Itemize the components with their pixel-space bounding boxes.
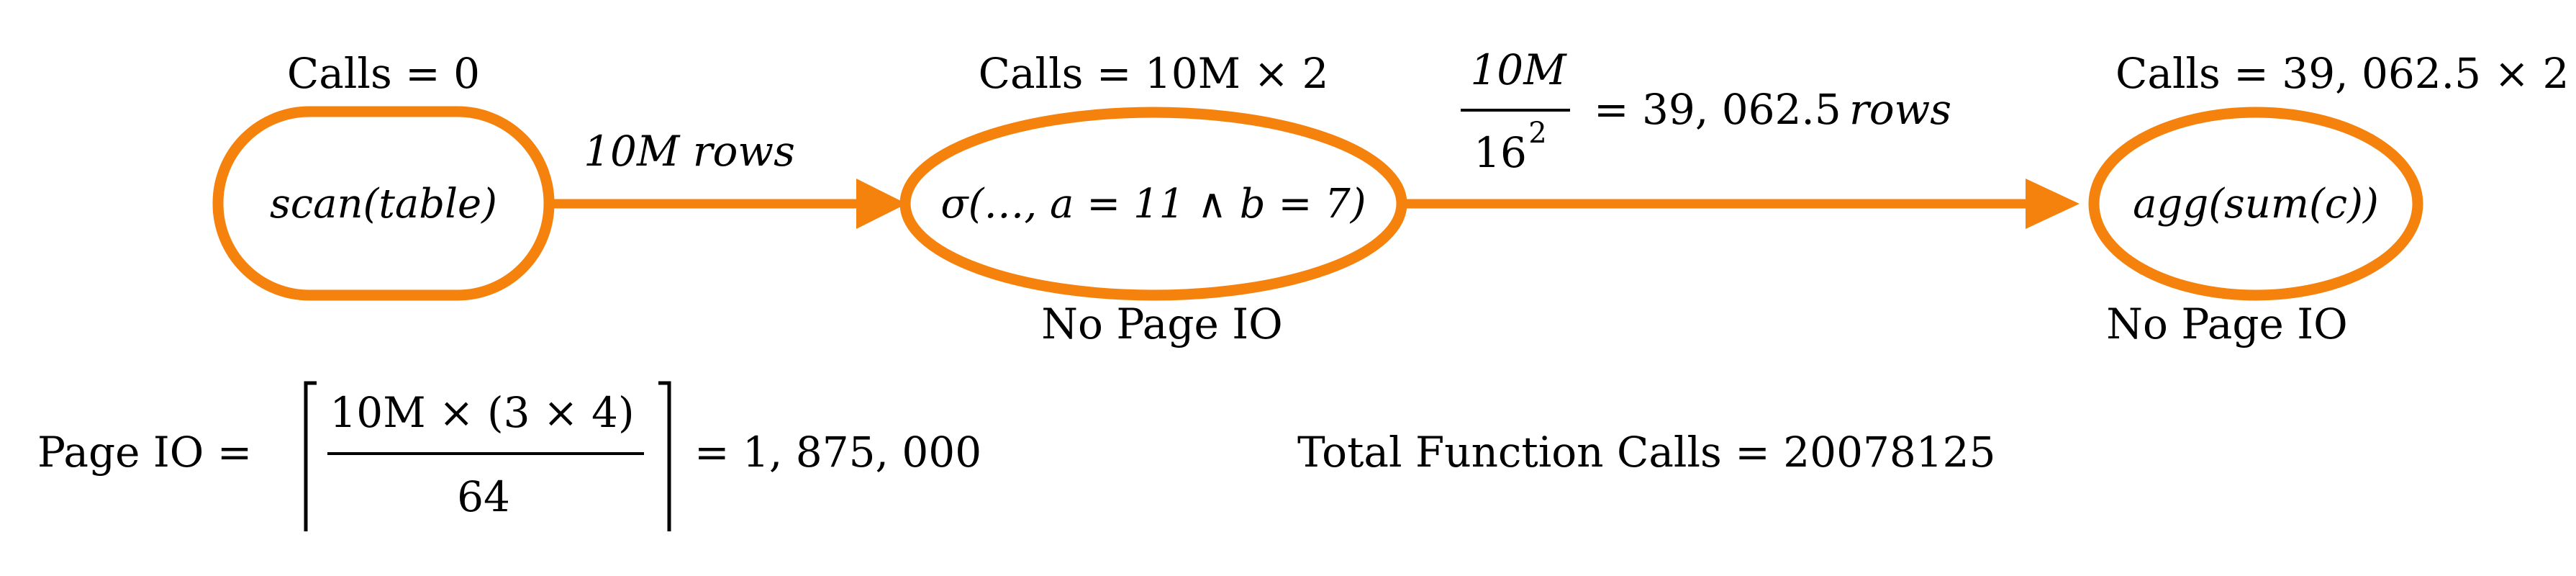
select-to-agg-frac-denominator: 16 bbox=[1474, 128, 1527, 177]
scan-to-select-arrowhead bbox=[856, 179, 907, 229]
select-to-agg-unit: rows bbox=[1849, 85, 1951, 134]
page-io-prefix: Page IO = bbox=[37, 428, 252, 477]
select-to-agg-frac-exponent: 2 bbox=[1528, 117, 1546, 150]
agg-node bbox=[2088, 107, 2423, 301]
scan-to-select-rows-label: 10M rows bbox=[584, 127, 795, 176]
agg-calls-label: Calls = 39, 062.5 × 2 bbox=[2115, 49, 2569, 98]
select-io-note: No Page IO bbox=[1041, 300, 1282, 348]
select-to-agg-result: = 39, 062.5 bbox=[1594, 85, 1841, 134]
page-io-left-ceil-bracket bbox=[304, 381, 317, 531]
select-node-label: σ(…, a = 11 ∧ b = 7) bbox=[940, 181, 1366, 228]
agg-node-label: agg(sum(c)) bbox=[2133, 181, 2379, 228]
page-io-right-ceil-bracket bbox=[658, 381, 671, 531]
scan-calls-label: Calls = 0 bbox=[287, 49, 480, 98]
total-function-calls: Total Function Calls = 20078125 bbox=[1297, 428, 1995, 477]
select-calls-label: Calls = 10M × 2 bbox=[979, 49, 1329, 98]
agg-io-note: No Page IO bbox=[2106, 300, 2347, 348]
select-to-agg-frac-numerator: 10M bbox=[1470, 45, 1567, 94]
scan-node-label: scan(table) bbox=[270, 181, 497, 228]
page-io-result: = 1, 875, 000 bbox=[694, 428, 981, 477]
select-to-agg-arrowhead bbox=[2026, 179, 2080, 229]
page-io-denominator: 64 bbox=[457, 472, 510, 521]
page-io-numerator: 10M × (3 × 4) bbox=[330, 388, 634, 437]
